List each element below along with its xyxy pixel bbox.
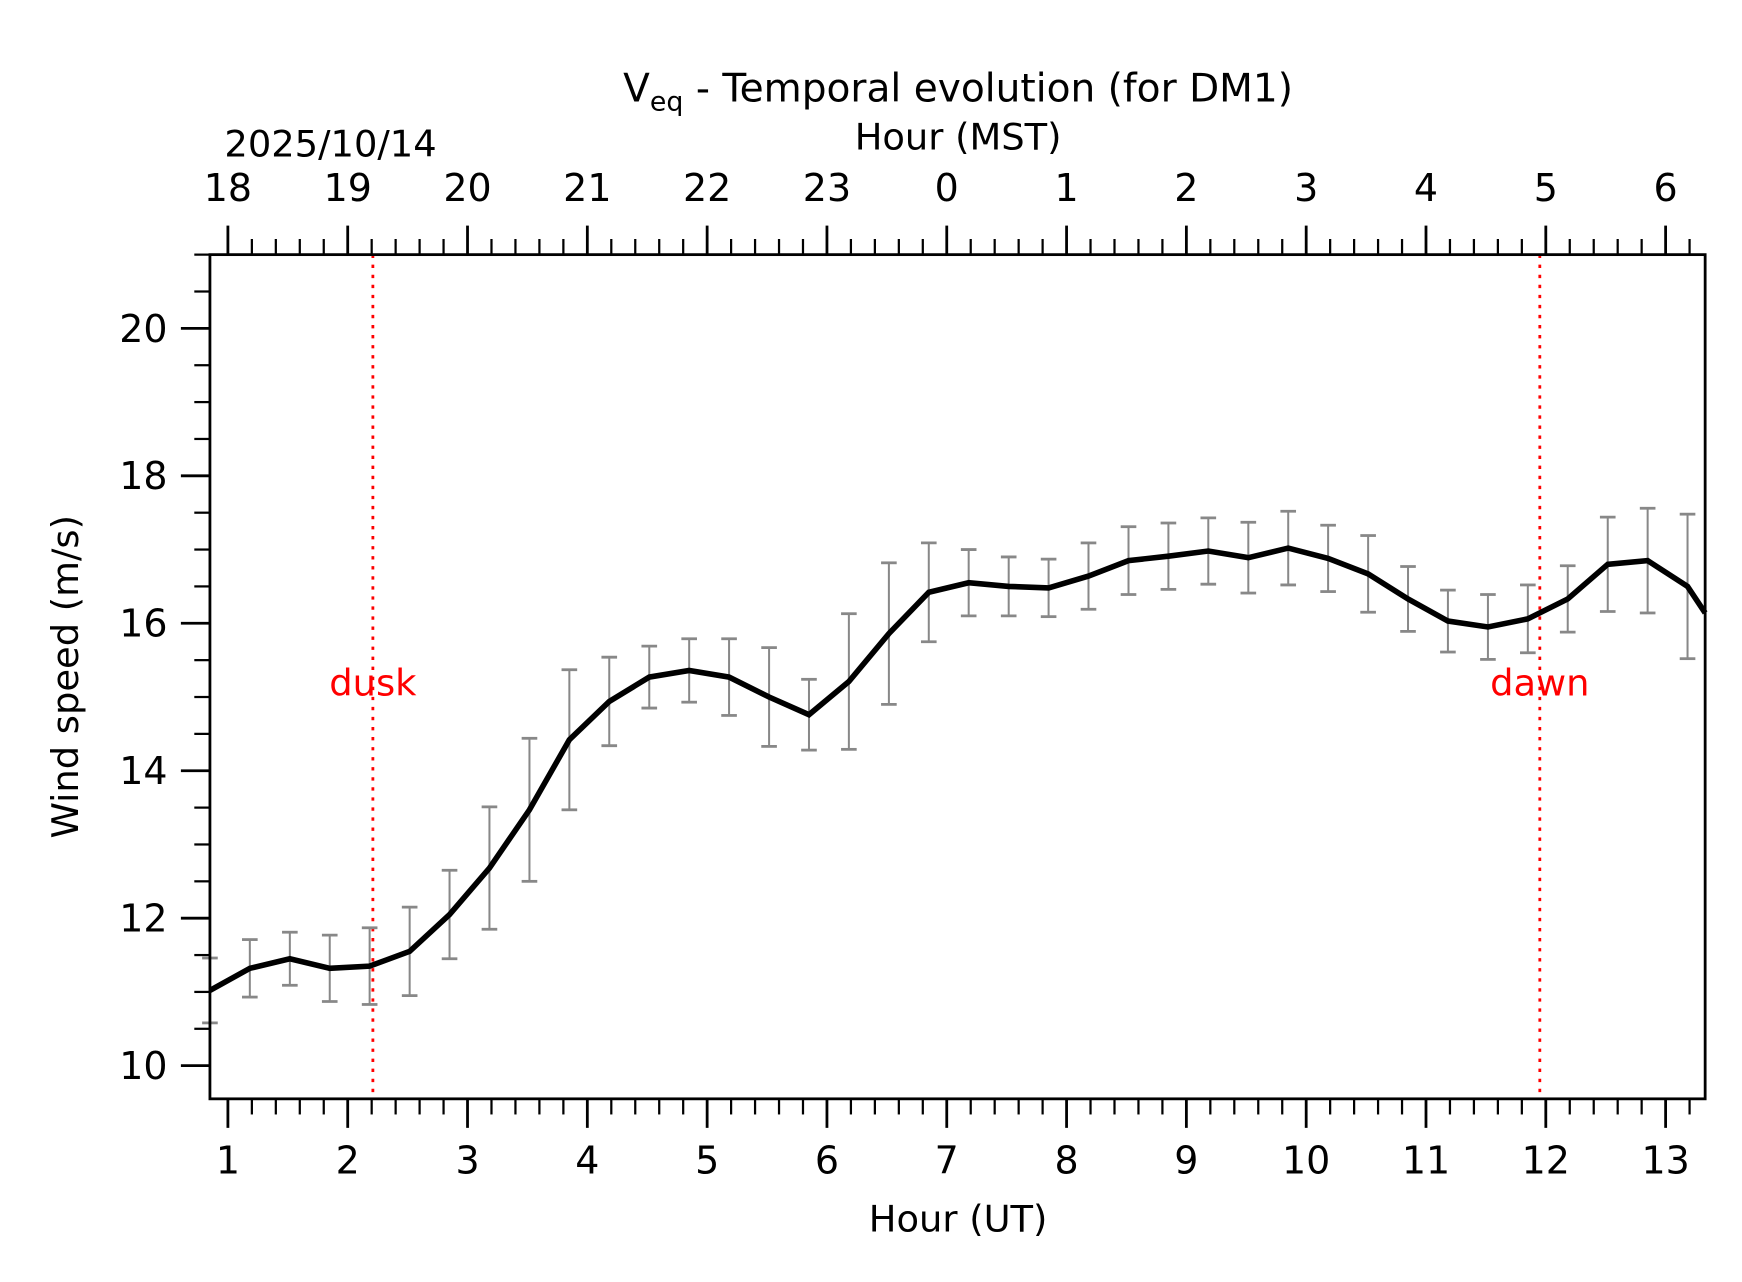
x-tick-label: 10 [1282,1139,1330,1183]
x-top-tick-label: 19 [324,166,372,210]
axis-ticks: 1182193204215226237081921031141251361012… [119,166,1691,1183]
x-top-tick-label: 18 [204,166,252,210]
chart-title-text: Veq - Temporal evolution (for DM1) [623,67,1293,118]
top-axis-title: Hour (MST) [855,116,1062,159]
y-tick-label: 14 [119,749,167,793]
x-tick-label: 3 [455,1139,479,1183]
y-tick-label: 12 [119,897,167,941]
x-axis-title: Hour (UT) [869,1198,1048,1241]
y-tick-label: 18 [119,454,167,498]
x-tick-label: 9 [1174,1139,1198,1183]
series-line-veq [208,545,1708,993]
x-top-tick-label: 3 [1294,166,1318,210]
title-rest: - Temporal evolution (for DM1) [683,67,1293,112]
x-top-tick-label: 4 [1414,166,1438,210]
x-tick-label: 12 [1522,1139,1570,1183]
x-top-tick-label: 21 [563,166,611,210]
x-tick-label: 4 [575,1139,599,1183]
series-group [208,545,1708,993]
title-subscript: eq [650,87,684,118]
y-tick-label: 16 [119,602,167,646]
annotations: dusk dawn [329,254,1590,1099]
y-axis-title: Wind speed (m/s) [44,515,87,838]
title-main: V [623,67,650,112]
x-top-tick-label: 1 [1054,166,1078,210]
x-tick-label: 13 [1641,1139,1689,1183]
x-tick-label: 8 [1054,1139,1078,1183]
x-top-tick-label: 5 [1534,166,1558,210]
x-top-tick-label: 0 [935,166,959,210]
chart-title: Veq - Temporal evolution (for DM1) [623,67,1293,118]
y-tick-label: 20 [119,307,167,351]
x-tick-label: 11 [1402,1139,1450,1183]
x-top-tick-label: 23 [803,166,851,210]
dawn-label: dawn [1490,662,1589,705]
x-top-tick-label: 22 [683,166,731,210]
x-top-tick-label: 6 [1654,166,1678,210]
date-label: 2025/10/14 [224,122,436,165]
x-tick-label: 7 [935,1139,959,1183]
x-tick-label: 5 [695,1139,719,1183]
x-tick-label: 1 [216,1139,240,1183]
x-tick-label: 6 [815,1139,839,1183]
x-top-tick-label: 2 [1174,166,1198,210]
x-top-tick-label: 20 [443,166,491,210]
dusk-label: dusk [329,662,417,705]
plot-frame [208,253,1707,1101]
x-tick-label: 2 [336,1139,360,1183]
y-tick-label: 10 [119,1044,167,1088]
